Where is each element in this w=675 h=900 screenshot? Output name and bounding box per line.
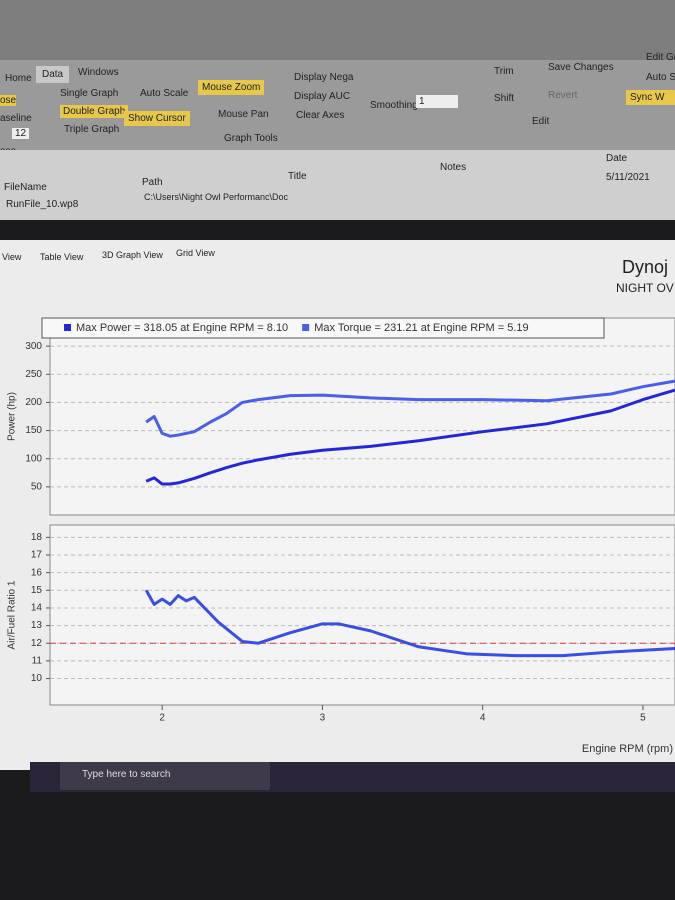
y-tick-label: 18 — [31, 532, 43, 543]
button[interactable]: Trim — [494, 66, 514, 77]
cell: C:\Users\Night Owl Performanc\Doc — [144, 192, 289, 202]
button[interactable]: Mouse Zoom — [198, 80, 265, 95]
button[interactable]: Save Changes — [548, 62, 614, 73]
y-tick-label: 50 — [31, 481, 43, 492]
button[interactable]: Double Graph — [60, 105, 129, 118]
y-tick-label: 12 — [31, 638, 43, 649]
button[interactable]: Edit Gr — [646, 52, 675, 63]
label: Smoothing: — [370, 100, 421, 111]
y-tick-label: 10 — [31, 673, 43, 684]
button[interactable]: Shift — [494, 93, 515, 104]
x-axis-label: Engine RPM (rpm) — [582, 743, 673, 755]
legend-swatch — [64, 324, 71, 331]
cell: 5/11/2021 — [606, 172, 650, 183]
file-table — [0, 150, 675, 220]
tab[interactable]: Table View — [40, 252, 84, 262]
x-tick-label: 4 — [480, 713, 486, 724]
button[interactable]: Triple Graph — [64, 124, 120, 135]
legend-box — [41, 317, 605, 339]
button[interactable]: Revert — [548, 90, 578, 101]
legend-entry: Max Power = 318.05 at Engine RPM = 8.10 — [76, 322, 288, 334]
tab[interactable]: Grid View — [176, 248, 215, 258]
data-line — [145, 388, 675, 486]
spinner[interactable]: 12 — [12, 128, 30, 139]
search-box[interactable] — [60, 762, 270, 790]
x-tick-label: 3 — [320, 713, 326, 724]
data-line — [145, 379, 675, 438]
report-title: Dynoj — [622, 257, 669, 277]
y-axis-label: Power (hp) — [7, 392, 18, 441]
y-tick-label: 13 — [31, 620, 43, 631]
y-axis-label: Air/Fuel Ratio 1 — [7, 580, 18, 649]
report-subtitle: NIGHT OV — [616, 281, 674, 295]
column-header: Path — [142, 177, 163, 188]
search-placeholder: Type here to search — [82, 769, 171, 780]
button[interactable]: Display Nega — [294, 72, 354, 83]
column-header: Title — [288, 171, 307, 182]
button[interactable]: Mouse Pan — [218, 109, 269, 120]
label: aseline — [0, 113, 32, 124]
x-tick-label: 2 — [159, 713, 165, 724]
button[interactable]: ose — [0, 95, 17, 106]
cell[interactable]: RunFile_10.wp8 — [6, 199, 79, 210]
button[interactable]: Sync W — [626, 90, 675, 105]
plot-area — [49, 524, 675, 706]
button[interactable]: Clear Axes — [296, 110, 345, 121]
column-header: Date — [606, 153, 628, 164]
button[interactable]: Single Graph — [60, 88, 119, 99]
tab[interactable]: Home — [5, 73, 32, 84]
y-tick-label: 17 — [31, 550, 43, 561]
y-tick-label: 11 — [32, 656, 43, 667]
y-tick-label: 150 — [25, 425, 42, 436]
y-tick-label: 14 — [31, 603, 43, 614]
y-tick-label: 100 — [25, 453, 42, 464]
data-line — [144, 589, 675, 658]
y-tick-label: 250 — [25, 369, 42, 380]
button[interactable]: Auto S — [646, 72, 675, 83]
y-tick-label: 200 — [25, 397, 42, 408]
button[interactable]: Show Cursor — [124, 111, 190, 126]
group-label: Graph Tools — [224, 133, 278, 144]
x-tick-label: 5 — [640, 713, 646, 724]
column-header: FileName — [4, 182, 47, 193]
tab[interactable]: View — [2, 252, 22, 262]
title-bar — [0, 0, 675, 60]
charts: 50 100 150 200 250 300 Power (hp) Max Power = 3… — [7, 317, 675, 755]
tab[interactable]: Windows — [78, 67, 119, 78]
dropdown[interactable]: 1 — [416, 95, 458, 108]
legend-swatch — [302, 324, 310, 331]
tab[interactable]: 3D Graph View — [102, 250, 163, 260]
button[interactable]: Display AUC — [294, 91, 351, 102]
column-header: Notes — [440, 162, 467, 173]
y-tick-label: 16 — [31, 567, 43, 578]
y-tick-label: 300 — [25, 341, 42, 352]
tab[interactable]: Data — [36, 66, 70, 83]
group-label: Edit — [532, 116, 550, 127]
legend-entry: Max Torque = 231.21 at Engine RPM = 5.19 — [314, 322, 528, 334]
y-tick-label: 15 — [31, 585, 43, 596]
button[interactable]: Auto Scale — [140, 88, 189, 99]
